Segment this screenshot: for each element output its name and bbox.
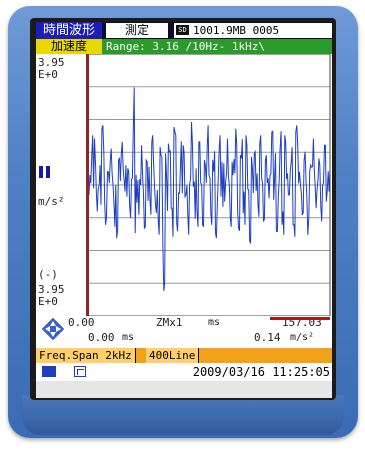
display-mode-icon[interactable] [42, 366, 56, 377]
measure-label[interactable]: 測定 [106, 23, 168, 38]
x-unit-label: ms [208, 317, 221, 328]
channel-type[interactable]: 加速度 [36, 39, 102, 54]
screen-bottom-strip [36, 381, 332, 398]
zoom-label[interactable]: ZMx1 [156, 316, 183, 329]
pause-icon[interactable] [38, 166, 52, 180]
display-screen: 時間波形 測定 SD 1001.9MB 0005 加速度 Range: 3.16… [36, 22, 332, 398]
navigation-dial-icon[interactable] [40, 316, 66, 342]
y-sign-label: (-) [38, 268, 58, 281]
status-bar: 2009/03/16 11:25:05 [36, 363, 332, 381]
cursor-value-unit: m/s² [290, 332, 315, 343]
y-unit-label: m/s² [38, 195, 65, 208]
y-max-exponent: E+0 [38, 68, 58, 81]
waveform-line [88, 87, 331, 292]
device-base [22, 395, 344, 435]
settings-bar: Freq.Span 2kHz 400Line [36, 348, 332, 363]
range-text: Range: 3.16 /10Hz- 1kHz\ [106, 40, 265, 53]
waveform-plot: 3.95 E+0 m/s² (-) 3.95 E+0 [36, 54, 332, 316]
mode-label[interactable]: 時間波形 [36, 22, 102, 39]
x-range-indicator [270, 317, 330, 320]
storage-status: SD 1001.9MB 0005 [174, 23, 332, 38]
datetime: 2009/03/16 11:25:05 [192, 365, 330, 379]
plot-grid [89, 86, 330, 284]
window-icon[interactable] [74, 366, 86, 377]
x-start-value: 0.00 [68, 316, 95, 329]
axis-readout: 0.00 ZMx1 ms 157.03 0.00 ms 0.14 m/s² [36, 316, 332, 348]
freq-span-setting[interactable]: Freq.Span 2kHz [36, 348, 136, 363]
storage-text: 1001.9MB 0005 [193, 24, 280, 37]
waveform-chart[interactable] [36, 54, 332, 316]
cursor-time-unit: ms [122, 332, 135, 343]
y-min-exponent: E+0 [38, 295, 58, 308]
cursor-value: 0.14 [254, 331, 281, 344]
y-min-value: 3.95 [38, 283, 65, 296]
header-bar: 時間波形 測定 SD 1001.9MB 0005 [36, 22, 332, 39]
sd-card-icon: SD [176, 25, 189, 35]
line-count-setting[interactable]: 400Line [146, 348, 200, 363]
channel-bar: 加速度 Range: 3.16 /10Hz- 1kHz\ [36, 39, 332, 54]
y-max-value: 3.95 [38, 56, 65, 69]
plot-border [87, 54, 331, 316]
cursor-time-value: 0.00 [88, 331, 115, 344]
